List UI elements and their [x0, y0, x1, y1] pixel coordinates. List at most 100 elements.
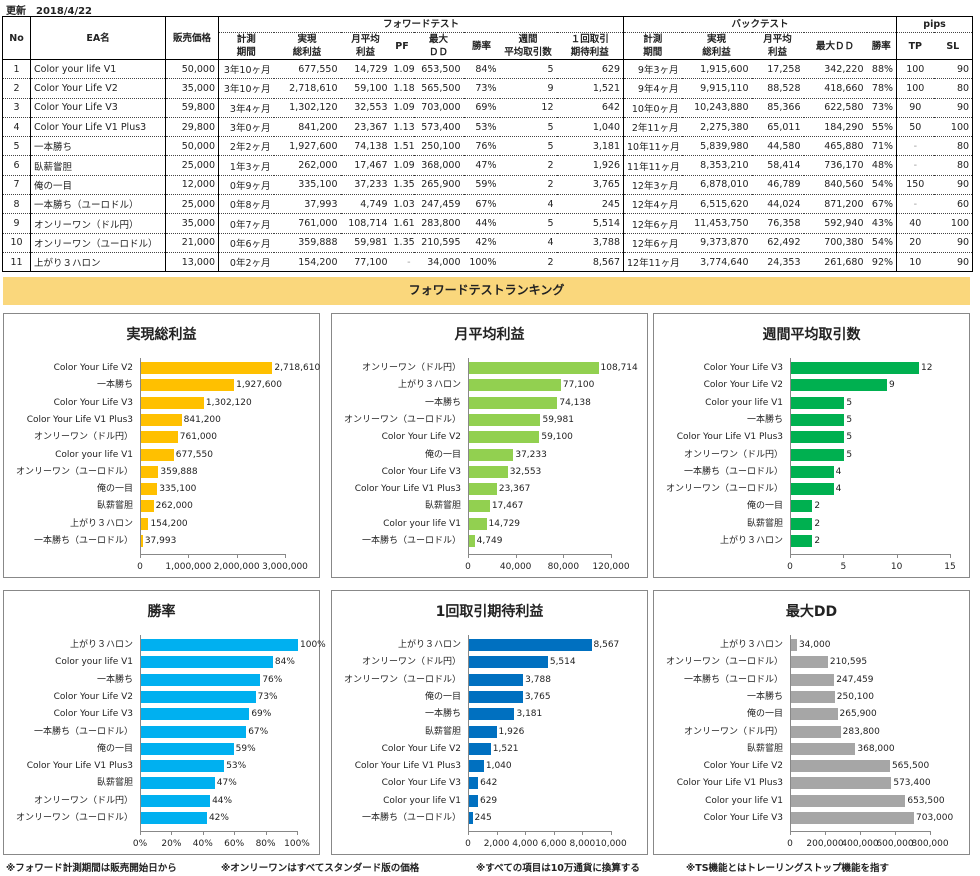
x-tick-label: 0 [137, 562, 143, 573]
group-header-pips: pips [896, 16, 973, 33]
table-cell: 0年9ヶ月 [218, 175, 274, 196]
chart-title: 実現総利益 [126, 327, 197, 343]
data-label: 262,000 [155, 501, 193, 512]
table-cell: 3年0ヶ月 [218, 117, 274, 138]
category-label: Color Your Life V3 [53, 397, 133, 408]
bar [469, 639, 592, 651]
table-cell: 2 [499, 175, 557, 196]
x-tick-label: 4,000 [512, 839, 539, 850]
bar [791, 413, 845, 426]
table-cell: 100 [933, 117, 973, 138]
table-cell: 25,000 [165, 155, 219, 176]
table-cell: 150 [896, 175, 934, 196]
category-label: 一本勝ち [746, 691, 783, 702]
data-label: 32,553 [509, 466, 542, 477]
table-cell: 0年6ヶ月 [218, 233, 274, 253]
table-cell: 100% [463, 252, 500, 273]
x-axis-line [468, 831, 611, 833]
table-cell: 84% [463, 59, 500, 80]
chart-6: 最大DD 上がり３ハロン 34,000 オンリーワン（ユーロドル） 210,595 一本勝… [653, 590, 970, 855]
table-cell: 11年11ヶ月 [623, 155, 682, 176]
table-cell: 250,100 [413, 136, 464, 157]
category-label: 俺の一目 [96, 484, 133, 495]
table-cell: 184,290 [803, 117, 867, 138]
bar [791, 760, 890, 773]
chart-5: 1回取引期待利益 上がり３ハロン 8,567 オンリーワン（ドル円） 5,514 オンリー… [331, 590, 648, 855]
data-label: 154,200 [150, 518, 188, 529]
bar [141, 483, 158, 496]
table-cell: 76,358 [751, 213, 804, 234]
bar [791, 379, 887, 392]
category-label: 俺の一目 [746, 501, 783, 512]
table-cell: 245 [556, 194, 625, 215]
x-tick-label: 0% [132, 839, 148, 850]
table-cell: 80 [933, 136, 973, 157]
bar [141, 413, 182, 426]
bar [469, 812, 473, 824]
bar [469, 708, 515, 721]
table-cell: 40 [896, 213, 934, 234]
table-cell: 37,233 [340, 175, 391, 196]
data-label: 73% [257, 691, 278, 702]
table-cell: 1.03 [390, 194, 414, 215]
x-tick-label: 100% [284, 839, 310, 850]
category-label: 臥薪嘗胆 [746, 518, 783, 529]
column-header: No [2, 16, 31, 60]
x-tick-label: 400,000 [841, 839, 879, 850]
bar [469, 379, 561, 392]
table-cell: 24,353 [751, 252, 804, 273]
data-label: 67% [248, 726, 269, 737]
ea-comparison-table: No EA名 販売価格 フォワードテスト バックテスト pips 計測 期間 実現 総利益 月平… [2, 16, 974, 273]
table-cell: 1.13 [390, 117, 414, 138]
category-label: 一本勝ち [96, 380, 133, 391]
table-cell: 85,366 [751, 98, 804, 118]
bar [141, 448, 174, 461]
table-cell: 32,553 [340, 98, 391, 118]
table-cell: 1 [2, 59, 31, 80]
data-label: 59% [235, 743, 256, 754]
table-cell: オンリーワン（ドル円） [30, 213, 166, 234]
category-label: 上がり３ハロン [69, 518, 133, 529]
table-cell: 871,200 [803, 194, 867, 215]
table-cell: 6 [2, 155, 31, 176]
table-cell: 43% [866, 213, 898, 234]
table-row: 9 オンリーワン（ドル円） 35,000 0年7ヶ月 761,000 108,714 1.6… [2, 213, 973, 234]
table-cell: 34,000 [413, 252, 464, 273]
table-cell: 88,528 [751, 78, 804, 99]
table-cell: 6,878,010 [681, 175, 752, 196]
x-tick-label: 60% [224, 839, 245, 850]
category-label: 一本勝ち（ユーロドル） [33, 536, 133, 546]
x-tick-label: 5 [840, 562, 847, 573]
bar [141, 379, 235, 392]
data-label: 59,100 [541, 432, 573, 443]
table-cell: 7 [2, 175, 31, 196]
category-label: 上がり３ハロン [397, 380, 461, 391]
category-label: 臥薪嘗胆 [424, 726, 461, 737]
table-cell: 47% [463, 155, 500, 176]
table-row: 3 Color Your Life V3 59,800 3年4ヶ月 1,302,120 3… [2, 98, 973, 118]
category-label: Color your life V1 [705, 397, 783, 408]
category-label: オンリーワン（ドル円） [361, 657, 461, 668]
table-cell: 4 [2, 117, 31, 138]
x-tick-label: 20% [161, 839, 182, 850]
bar [791, 639, 797, 651]
x-tick-label: 10 [890, 562, 903, 573]
table-cell: 1,521 [556, 78, 625, 99]
bar [791, 777, 892, 790]
table-row: 7 俺の一目 12,000 0年9ヶ月 335,100 37,233 1.35 265,900… [2, 175, 973, 196]
x-tick [825, 831, 826, 836]
data-label: 677,550 [175, 449, 213, 460]
table-row: 6 臥薪嘗胆 25,000 1年3ヶ月 262,000 17,467 1.09 368,000… [2, 155, 973, 176]
table-cell: 8,567 [556, 252, 625, 273]
table-cell: 1,927,600 [273, 136, 341, 157]
x-tick-label: 80% [255, 839, 276, 850]
update-date: 更新 2018/4/22 [6, 2, 102, 17]
bar [791, 448, 845, 461]
category-label: Color Your Life V1 Plus3 [26, 414, 133, 425]
data-label: 5 [846, 397, 853, 408]
table-cell: 100 [896, 59, 934, 80]
bar [791, 656, 828, 669]
table-cell: 335,100 [273, 175, 341, 196]
bar [791, 673, 835, 686]
x-tick [202, 831, 204, 836]
